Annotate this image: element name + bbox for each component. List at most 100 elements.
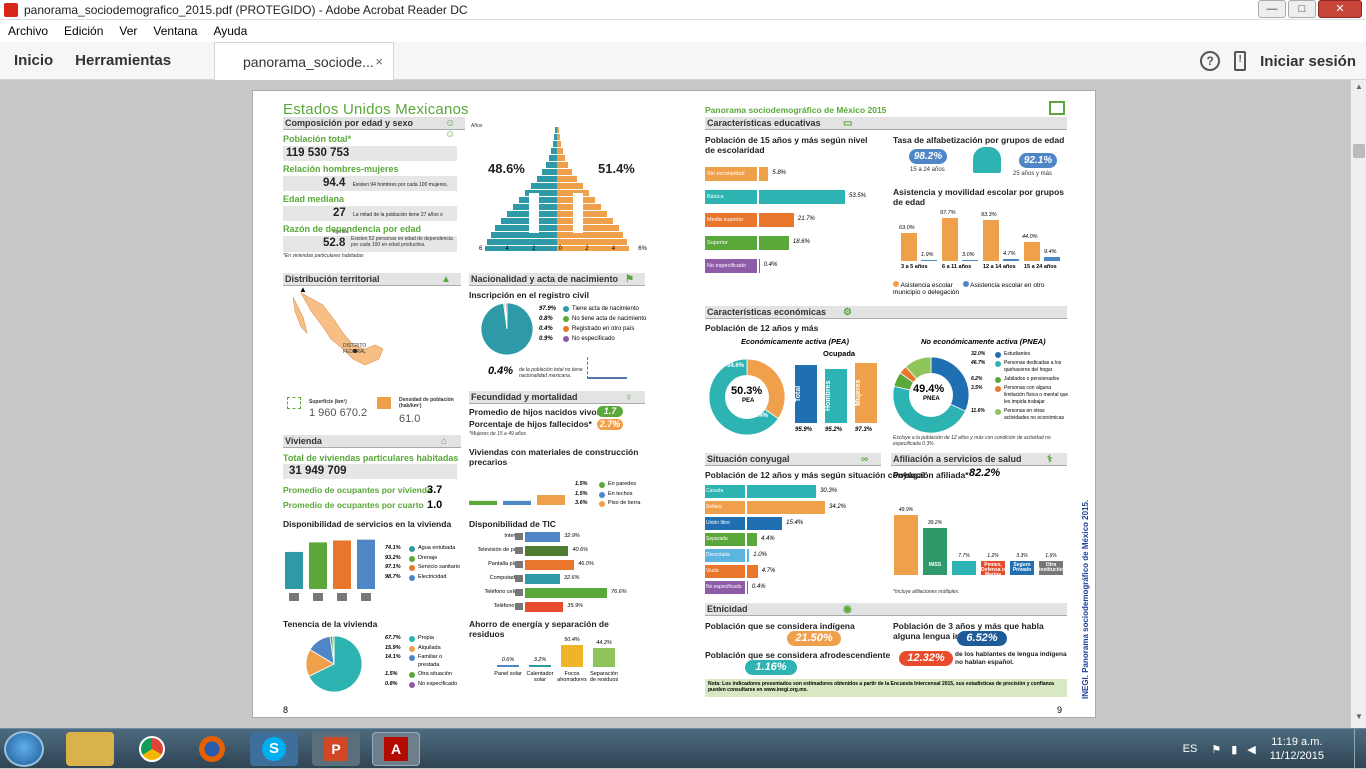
scroll-down-icon[interactable]: ▼ [1355, 712, 1363, 721]
tools-tab[interactable]: Herramientas [75, 52, 172, 69]
nivel-label-box: Básica [705, 190, 757, 204]
section-label: Afiliación a servicios de salud [893, 454, 1022, 464]
legend-dot [599, 501, 605, 507]
servicio-icon [337, 593, 347, 601]
legend-dot [409, 655, 415, 661]
close-tab-icon[interactable]: × [375, 54, 383, 69]
legend-dot [409, 672, 415, 678]
section-label: Nacionalidad y acta de nacimiento [471, 274, 619, 284]
menu-archivo[interactable]: Archivo [8, 24, 49, 38]
legend-label: Personas dedicadas a los quehaceres del … [1004, 360, 1062, 373]
lengua-label: Población de 3 años y más que habla algu… [893, 621, 1044, 641]
language-indicator[interactable]: ES [1182, 743, 1198, 755]
section-label: Vivienda [285, 436, 322, 446]
pea-label: PEA [742, 398, 755, 404]
acrobat-taskbar-icon[interactable]: A [372, 732, 420, 766]
scroll-up-icon[interactable]: ▲ [1355, 82, 1363, 91]
mobile-link-icon[interactable]: ! [1234, 51, 1247, 71]
tic-icon [515, 575, 523, 582]
document-viewer[interactable]: Estados Unidos Mexicanos Composición por… [0, 80, 1350, 728]
asist-a-bar [1024, 241, 1040, 261]
signal-icon[interactable]: ▮ [1231, 743, 1238, 756]
asist-a-bar [942, 218, 958, 261]
asist-b-pct: 9.4% [1044, 248, 1057, 255]
ahorro-label: Calentador solar [526, 671, 554, 683]
close-button[interactable]: ✕ [1318, 0, 1362, 18]
show-desktop-button[interactable] [1354, 729, 1366, 769]
minimize-button[interactable]: — [1258, 0, 1286, 18]
menu-ver[interactable]: Ver [119, 24, 138, 38]
home-tab[interactable]: Inicio [14, 52, 54, 69]
material-bar [469, 500, 497, 505]
salud-pct: 1.6% [1045, 553, 1057, 559]
salud-pct: 3.3% [1016, 553, 1028, 559]
legend-pct: 0.9% [539, 336, 553, 342]
file-explorer-icon[interactable] [66, 732, 114, 766]
menu-ayuda[interactable]: Ayuda [213, 24, 248, 38]
document-tab-label: panorama_sociode... [243, 53, 374, 70]
legend-dot [599, 491, 605, 498]
conyugal-pct: 34.2% [829, 504, 847, 510]
pyramid-bar-men [554, 134, 557, 140]
nivel-pct: 5.8% [772, 170, 786, 176]
pob12-title: Población de 12 años y más [705, 323, 819, 333]
chrome-icon[interactable] [128, 732, 176, 766]
man-icon [529, 193, 539, 233]
legend-dot [409, 555, 415, 562]
legend-label: No especificado [418, 680, 458, 687]
pie-slice [332, 635, 335, 665]
maximize-button[interactable]: □ [1288, 0, 1316, 18]
footnote: *En viviendas particulares habitadas [283, 253, 364, 259]
ahorro-label: Panel solar [494, 671, 522, 677]
section-conyugal: Situación conyugal ∞ [705, 453, 881, 466]
pyramid-bar-men [485, 246, 557, 251]
side-text: INEGI. Panorama sociodemográfico de Méxi… [1081, 499, 1090, 699]
afiliada-value: 82.2% [969, 467, 1001, 479]
legend-label: Alquilada [418, 644, 441, 651]
asist-a-bar [983, 219, 999, 261]
salud-column: 3.3% Seguro Privado [1009, 509, 1035, 585]
legend-item: 0.8% No tiene acta de nacimiento [539, 315, 649, 323]
ocupada-column: Mujeres 97.3% [855, 363, 881, 439]
book-icon: ▭ [843, 118, 853, 129]
menu-ventana[interactable]: Ventana [153, 24, 198, 38]
ahorro-column: 50.4% Focos ahorradores [557, 631, 587, 703]
asistencia-bar-chart: 63.0% 1.9% 3 a 5 años 97.7% 3.0% 6 a 11 años 9… [893, 201, 1067, 275]
asist-b-bar [962, 259, 978, 261]
pyramid-bar-men [555, 127, 557, 133]
vertical-scrollbar[interactable]: ▲ ▼ [1350, 80, 1366, 728]
scroll-thumb[interactable] [1353, 144, 1365, 158]
section-nacionalidad: Nacionalidad y acta de nacimiento ⚑ [469, 273, 645, 286]
menu-edicion[interactable]: Edición [64, 24, 104, 38]
tic-row: Teléfono fijo 35.9% [469, 601, 645, 613]
tenencia-pie-chart [305, 635, 363, 693]
powerpoint-icon[interactable]: P [312, 732, 360, 766]
axis-tick: 6% [638, 246, 647, 252]
skype-icon[interactable]: S [250, 732, 298, 766]
tic-row: Pantalla plana 46.0% [469, 559, 645, 571]
legend-pct: 11.6% [971, 408, 985, 414]
legend-pct: 6.2% [971, 376, 983, 382]
sign-in-button[interactable]: Iniciar sesión [1260, 52, 1356, 70]
asist-b-bar [921, 260, 937, 261]
servicio-bar [333, 540, 351, 589]
legend-pct: 1.5% [385, 671, 398, 677]
firefox-icon[interactable] [188, 732, 236, 766]
conyugal-row: No especificado 0.4% [705, 581, 881, 594]
help-icon[interactable]: ? [1200, 51, 1221, 71]
document-tab[interactable]: panorama_sociode... × [214, 42, 394, 80]
volume-icon[interactable]: ◀ [1247, 743, 1256, 756]
tic-bar [525, 532, 561, 542]
legend-label: Personas con alguna limitación física o … [1004, 385, 1069, 405]
pnea-legend: 32.0% Estudiantes 46.7% Personas dedicadas … [971, 351, 1069, 424]
tray-flag-icon[interactable]: ⚑ [1211, 743, 1222, 756]
pob-total-value: 119 530 753 [283, 146, 457, 161]
pyramid-bar-women [557, 127, 559, 133]
acrobat-icon [4, 2, 18, 17]
start-button[interactable] [4, 731, 44, 767]
material-bar [537, 495, 565, 505]
legend-dot [563, 336, 569, 342]
legend-pct: 0.8% [539, 316, 553, 322]
fallecidos-label: Porcentaje de hijos fallecidos* [469, 419, 592, 429]
clock[interactable]: 11:19 a.m. 11/12/2015 [1270, 735, 1324, 763]
